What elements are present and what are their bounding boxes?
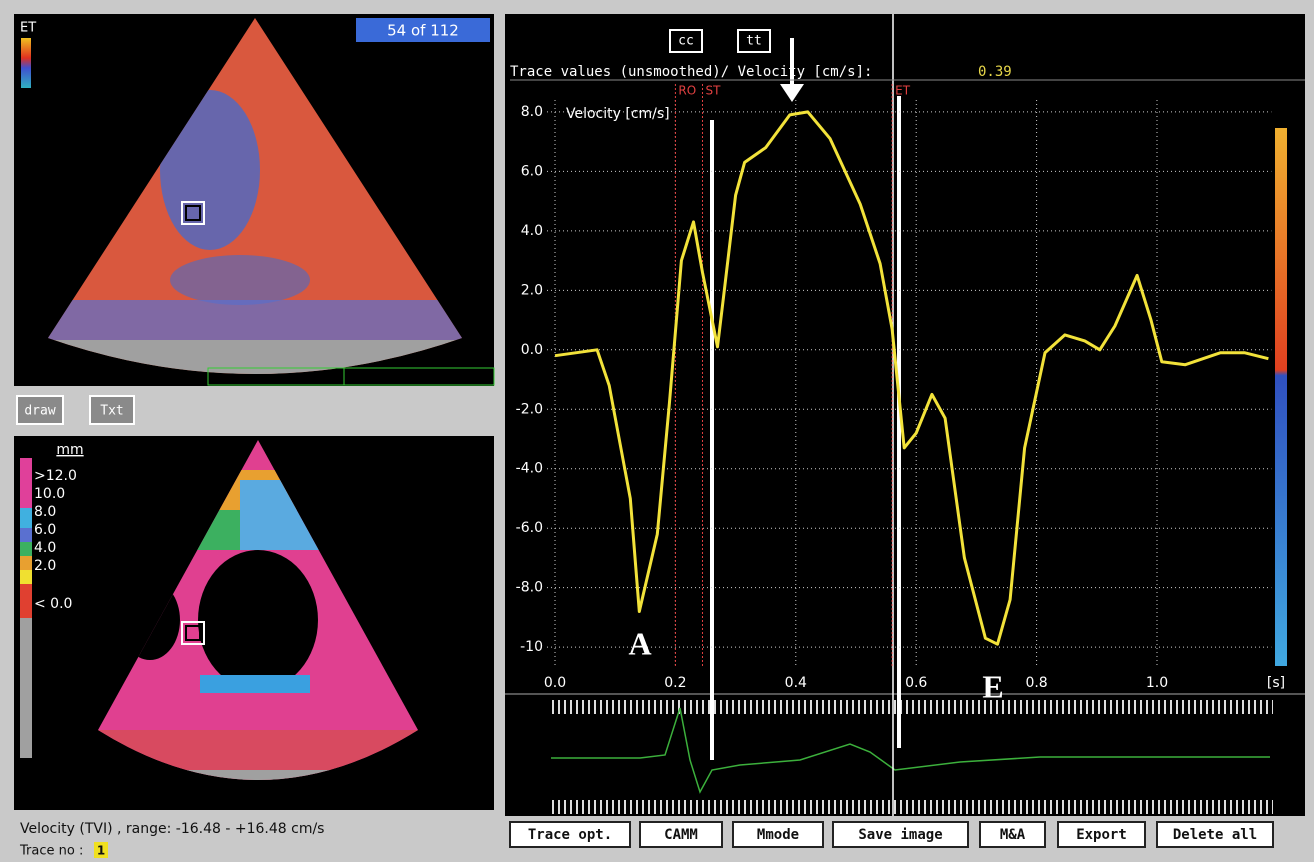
y-tick-label: -6.0 <box>516 520 543 536</box>
event-label: ET <box>895 84 911 98</box>
range-text: Velocity (TVI) , range: -16.48 - +16.48 … <box>20 821 324 837</box>
action-label[interactable]: Export <box>1076 827 1127 843</box>
y-tick-label: -2.0 <box>516 401 543 417</box>
y-tick-label: -8.0 <box>516 580 543 596</box>
legend-label: >12.0 <box>34 468 77 484</box>
x-tick-label: 1.0 <box>1146 675 1168 691</box>
time-ticks <box>551 700 1273 714</box>
trace-label: Trace no : <box>19 844 83 859</box>
trace-readout: 0.39 <box>978 64 1012 80</box>
displacement-legend-bar <box>20 458 32 758</box>
annotation: E <box>982 668 1003 704</box>
legend-label: 10.0 <box>34 486 65 502</box>
legend-unit: mm <box>56 442 83 458</box>
y-axis-label: Velocity [cm/s] <box>566 106 670 122</box>
color-bar <box>21 38 31 88</box>
x-tick-label: 0.8 <box>1025 675 1047 691</box>
x-tick-label: 0.2 <box>664 675 686 691</box>
y-tick-label: -4.0 <box>516 461 543 477</box>
y-tick-label: 2.0 <box>521 282 543 298</box>
trace-panel <box>505 14 1305 816</box>
y-tick-label: 8.0 <box>521 104 543 120</box>
color-scale <box>1275 128 1287 666</box>
legend-label: < 0.0 <box>34 596 72 612</box>
x-unit: [s] <box>1267 675 1285 691</box>
x-tick-label: 0.6 <box>905 675 927 691</box>
x-tick-label: 0.0 <box>544 675 566 691</box>
trace-title: Trace values (unsmoothed)/ Velocity [cm/… <box>510 64 872 80</box>
toggle-label[interactable]: cc <box>678 34 694 49</box>
y-tick-label: -10 <box>520 639 543 655</box>
action-label[interactable]: Trace opt. <box>528 827 612 843</box>
x-tick-label: 0.4 <box>785 675 807 691</box>
txt-label[interactable]: Txt <box>100 404 123 419</box>
action-label[interactable]: Delete all <box>1173 827 1257 843</box>
legend-label: 2.0 <box>34 558 56 574</box>
y-tick-label: 4.0 <box>521 223 543 239</box>
mode-label: ET <box>20 21 36 36</box>
action-label[interactable]: CAMM <box>664 827 698 843</box>
y-tick-label: 0.0 <box>521 342 543 358</box>
event-label: RO <box>678 84 696 98</box>
legend-label: 8.0 <box>34 504 56 520</box>
action-label[interactable]: Save image <box>858 827 942 843</box>
frame-text: 54 of 112 <box>387 22 459 40</box>
screen: ET 54 of 112 draw Txt mm >12.010.08.06.0… <box>0 0 1314 862</box>
draw-label[interactable]: draw <box>24 404 55 419</box>
time-ticks <box>551 800 1273 814</box>
legend-label: 4.0 <box>34 540 56 556</box>
legend-label: 6.0 <box>34 522 56 538</box>
action-label[interactable]: M&A <box>1000 827 1026 843</box>
y-tick-label: 6.0 <box>521 163 543 179</box>
event-label: ST <box>705 84 721 98</box>
action-label[interactable]: Mmode <box>757 827 799 843</box>
annotation: A <box>628 625 651 661</box>
toggle-label[interactable]: tt <box>746 34 762 49</box>
trace-number: 1 <box>97 844 105 858</box>
